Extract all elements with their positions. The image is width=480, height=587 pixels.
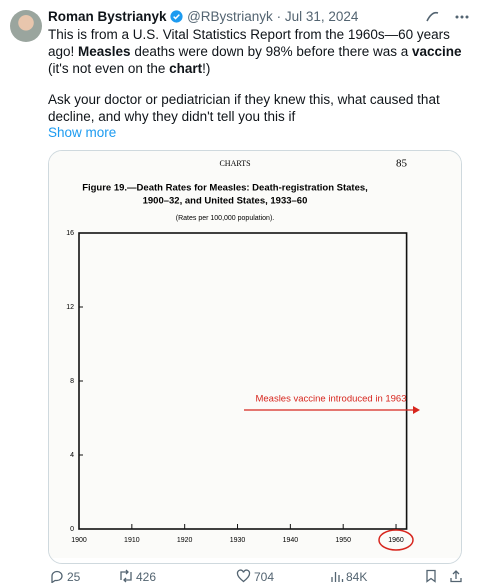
text-segment: Measles: [78, 44, 131, 59]
annotation: Measles vaccine introduced in 1963: [255, 394, 406, 405]
paragraph: Ask your doctor or pediatrician if they …: [48, 91, 464, 125]
reply-count[interactable]: 25: [67, 570, 81, 584]
x-tick-label: 1910: [124, 537, 140, 544]
text-segment: This is from a U.S. Vital Statistics Rep…: [48, 27, 450, 59]
tweet-text: This is from a U.S. Vital Statistics Rep…: [48, 26, 464, 139]
handle[interactable]: @RBystrianyk: [187, 9, 273, 24]
repost-icon[interactable]: [118, 569, 134, 583]
y-tick-label: 8: [70, 378, 74, 385]
page-number: 85: [396, 158, 408, 170]
paragraph: This is from a U.S. Vital Statistics Rep…: [48, 26, 464, 77]
y-tick-label: 16: [66, 230, 74, 237]
more-icon[interactable]: [455, 15, 459, 19]
paper: [49, 151, 461, 558]
reply-icon[interactable]: [50, 569, 64, 583]
like-icon[interactable]: [236, 569, 251, 583]
text-segment: chart: [169, 61, 203, 76]
grok-icon[interactable]: [426, 11, 439, 22]
x-tick-label: 1930: [230, 537, 246, 544]
page-header: CHARTS: [219, 159, 250, 168]
highlight-circle: [378, 529, 414, 551]
avatar[interactable]: [10, 10, 42, 42]
chart-image: CHARTS 85 Figure 19.—Death Rates for Mea…: [49, 151, 461, 558]
text-segment: Ask your doctor or pediatrician if they …: [48, 92, 440, 124]
action-bar: 25 426 704 84K: [0, 566, 480, 587]
bookmark-icon[interactable]: [424, 569, 438, 583]
share-icon[interactable]: [449, 569, 463, 583]
text-segment: vaccine: [412, 44, 462, 59]
x-tick-label: 1900: [71, 537, 87, 544]
chart-title: Figure 19.—Death Rates for Measles: Deat…: [82, 183, 368, 194]
tweet-header: Roman Bystrianyk @RBystrianyk · Jul 31, …: [48, 9, 358, 24]
like-count[interactable]: 704: [254, 570, 275, 584]
date[interactable]: Jul 31, 2024: [284, 9, 359, 24]
verified-badge: [170, 10, 183, 23]
text-segment: !): [202, 61, 211, 76]
views-count[interactable]: 84K: [346, 570, 368, 584]
author-name[interactable]: Roman Bystrianyk: [48, 9, 167, 24]
chart-subtitle: (Rates per 100,000 population).: [176, 215, 275, 222]
repost-count[interactable]: 426: [136, 570, 157, 584]
x-tick-label: 1950: [335, 537, 351, 544]
y-tick-label: 4: [70, 452, 74, 459]
text-segment: deaths were down by 98% before there was…: [130, 44, 412, 59]
y-tick-label: 0: [70, 526, 74, 533]
x-tick-label: 1940: [283, 537, 299, 544]
y-tick-label: 12: [66, 304, 74, 311]
views-icon[interactable]: [330, 569, 344, 583]
media-card[interactable]: CHARTS 85 Figure 19.—Death Rates for Mea…: [48, 150, 462, 564]
arrow-head: [413, 406, 420, 414]
x-tick-label: 1920: [177, 537, 193, 544]
text-segment: (it's not even on the: [48, 61, 170, 76]
header-icons: [426, 11, 469, 22]
separator: ·: [276, 9, 282, 24]
show-more[interactable]: Show more: [48, 125, 117, 140]
x-tick-label: 1960: [388, 537, 404, 544]
chart-title: 1900–32, and United States, 1933–60: [143, 196, 308, 207]
